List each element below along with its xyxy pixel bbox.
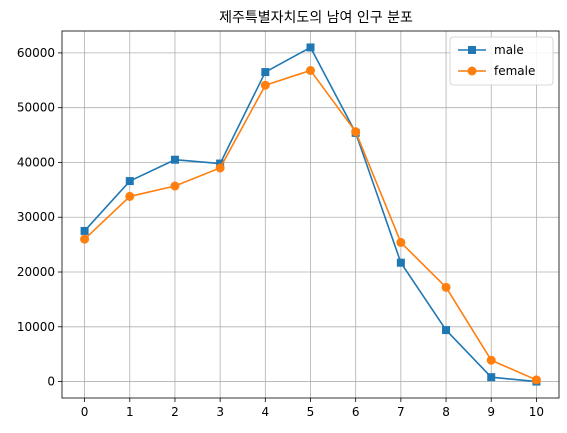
- x-tick-label: 10: [529, 405, 544, 419]
- female-point: [306, 65, 315, 75]
- x-tick-label: 3: [216, 405, 224, 419]
- male-point: [442, 326, 451, 335]
- female-point: [351, 127, 361, 137]
- y-tick-label: 50000: [17, 101, 55, 115]
- legend: male female: [449, 36, 554, 86]
- x-tick-label: 4: [261, 405, 269, 419]
- legend-marker: [468, 46, 476, 54]
- female-point: [441, 282, 451, 292]
- x-tick-label: 6: [352, 405, 360, 419]
- male-point: [396, 258, 405, 267]
- legend-label: female: [494, 64, 535, 78]
- female-point: [260, 80, 270, 90]
- female-point: [215, 163, 225, 173]
- x-tick-label: 9: [487, 405, 495, 419]
- legend-label: male: [494, 43, 524, 57]
- chart-title: 제주특별자치도의 남여 인구 분포: [219, 10, 413, 26]
- male-point: [261, 68, 270, 77]
- x-tick-label: 0: [81, 405, 89, 419]
- y-tick-label: 0: [47, 375, 55, 389]
- y-tick-label: 60000: [17, 46, 55, 60]
- grid: [62, 31, 559, 398]
- x-tick-label: 2: [171, 405, 179, 419]
- legend-item-male: male: [458, 43, 524, 57]
- female-point: [80, 234, 90, 244]
- series-female: [80, 65, 541, 385]
- x-tick-label: 7: [397, 405, 405, 419]
- male-point: [170, 155, 179, 164]
- axes: 0 1 2 3 4 5 6 7 8 9 10 0 10000 20000 30000 40000 50000 60…: [17, 30, 560, 419]
- y-tick-label: 40000: [17, 155, 55, 169]
- y-tick-label: 10000: [17, 320, 55, 334]
- female-point: [125, 191, 135, 201]
- x-tick-label: 8: [442, 405, 450, 419]
- legend-marker: [467, 66, 477, 76]
- y-tick-label: 30000: [17, 210, 55, 224]
- female-point: [396, 237, 406, 247]
- male-point: [487, 373, 496, 382]
- legend-item-female: female: [458, 64, 535, 78]
- x-tick-label: 1: [126, 405, 134, 419]
- x-tick-label: 5: [307, 405, 315, 419]
- male-point: [125, 177, 134, 186]
- female-point: [531, 375, 541, 385]
- female-point: [486, 355, 496, 365]
- male-point: [306, 43, 315, 52]
- female-point: [170, 181, 180, 191]
- male-point: [80, 226, 89, 235]
- y-tick-label: 20000: [17, 265, 55, 279]
- series-layer: [80, 43, 541, 386]
